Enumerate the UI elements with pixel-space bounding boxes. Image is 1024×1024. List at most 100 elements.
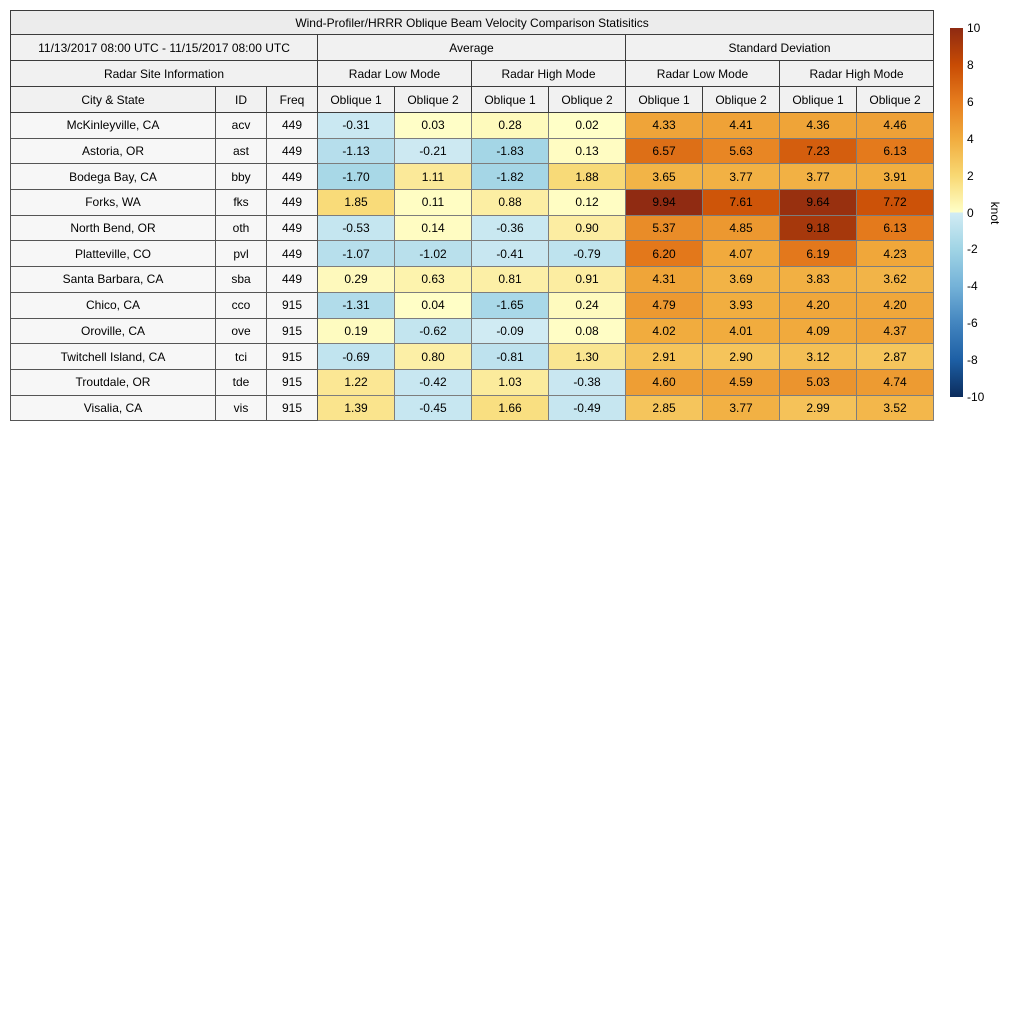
column-header-row: City & State ID Freq Oblique 1 Oblique 2…	[10, 86, 935, 113]
id-cell: ove	[215, 317, 267, 345]
value-cell: 5.37	[625, 214, 703, 242]
date-range: 11/13/2017 08:00 UTC - 11/15/2017 08:00 …	[10, 34, 318, 61]
id-cell: pvl	[215, 240, 267, 268]
value-cell: 6.19	[779, 240, 857, 268]
city-cell: Platteville, CO	[10, 240, 216, 268]
value-cell: 7.61	[702, 189, 780, 216]
value-cell: -0.31	[317, 112, 395, 139]
freq-cell: 449	[266, 240, 318, 268]
value-cell: 0.90	[548, 214, 626, 242]
value-cell: 9.18	[779, 214, 857, 242]
title-row: Wind-Profiler/HRRR Oblique Beam Velocity…	[9, 10, 935, 35]
value-cell: 6.13	[855, 137, 935, 165]
value-cell: 5.63	[702, 137, 780, 165]
std-high-oblique1-header: Oblique 1	[779, 86, 857, 113]
value-cell: -1.83	[471, 137, 549, 165]
value-cell: 1.22	[317, 368, 395, 396]
city-cell: McKinleyville, CA	[10, 112, 216, 139]
value-cell: 4.20	[855, 291, 935, 319]
value-cell: 3.83	[779, 266, 857, 293]
value-cell: 9.64	[779, 189, 857, 216]
value-cell: 2.91	[625, 343, 703, 370]
colorbar-tick-label: -6	[967, 316, 978, 331]
value-cell: -0.45	[394, 394, 472, 422]
colorbar-gradient	[950, 28, 963, 397]
colorbar-tick-label: 10	[967, 21, 981, 35]
value-cell: 3.93	[702, 291, 780, 319]
value-cell: 4.59	[702, 368, 780, 396]
value-cell: 4.20	[779, 291, 857, 319]
city-cell: Oroville, CA	[10, 317, 216, 345]
city-cell: Santa Barbara, CA	[10, 266, 216, 293]
value-cell: -0.69	[317, 343, 395, 370]
value-cell: -0.79	[548, 240, 626, 268]
value-cell: 4.31	[625, 266, 703, 293]
value-cell: 4.46	[855, 112, 935, 139]
colorbar-tick-label: 0	[967, 205, 974, 220]
id-cell: oth	[215, 214, 267, 242]
value-cell: 4.33	[625, 112, 703, 139]
value-cell: 3.52	[855, 394, 935, 422]
average-section-header: Average	[317, 34, 626, 61]
freq-cell: 915	[266, 394, 318, 422]
freq-cell: 915	[266, 317, 318, 345]
id-cell: fks	[215, 189, 267, 216]
freq-column-header: Freq	[266, 86, 318, 113]
value-cell: 1.39	[317, 394, 395, 422]
value-cell: 0.02	[548, 112, 626, 139]
value-cell: 0.13	[548, 137, 626, 165]
value-cell: 1.03	[471, 368, 549, 396]
value-cell: 0.19	[317, 317, 395, 345]
freq-cell: 449	[266, 137, 318, 165]
table-row: Santa Barbara, CA sba 449 0.29 0.63 0.81 0.91 4…	[10, 266, 935, 293]
value-cell: 9.94	[625, 189, 703, 216]
colorbar-unit-label: knot	[988, 201, 1002, 224]
table-row: Troutdale, OR tde 915 1.22 -0.42 1.03 -0.38 4.6…	[10, 368, 935, 396]
value-cell: 5.03	[779, 368, 857, 396]
value-cell: 4.01	[702, 317, 780, 345]
value-cell: 7.23	[779, 137, 857, 165]
city-cell: Visalia, CA	[10, 394, 216, 422]
id-cell: tde	[215, 368, 267, 396]
city-cell: Forks, WA	[10, 189, 216, 216]
avg-high-oblique2-header: Oblique 2	[548, 86, 626, 113]
value-cell: 0.04	[394, 291, 472, 319]
value-cell: -0.09	[471, 317, 549, 345]
table-row: Forks, WA fks 449 1.85 0.11 0.88 0.12 9.94 7.61 9…	[10, 189, 935, 216]
value-cell: 4.23	[855, 240, 935, 268]
value-cell: 1.85	[317, 189, 395, 216]
freq-cell: 449	[266, 163, 318, 191]
value-cell: -0.81	[471, 343, 549, 370]
colorbar-tick-label: -4	[967, 279, 978, 294]
table-row: Oroville, CA ove 915 0.19 -0.62 -0.09 0.08 4.02…	[10, 317, 935, 345]
value-cell: 4.37	[855, 317, 935, 345]
value-cell: 6.13	[855, 214, 935, 242]
value-cell: 0.24	[548, 291, 626, 319]
std-high-oblique2-header: Oblique 2	[855, 86, 935, 113]
value-cell: 6.57	[625, 137, 703, 165]
table-body: McKinleyville, CA acv 449 -0.31 0.03 0.28 0.02…	[10, 112, 935, 422]
city-cell: Troutdale, OR	[10, 368, 216, 396]
value-cell: 1.88	[548, 163, 626, 191]
table-row: Bodega Bay, CA bby 449 -1.70 1.11 -1.82 1.88 3.…	[10, 163, 935, 191]
value-cell: 3.77	[702, 163, 780, 191]
value-cell: 4.02	[625, 317, 703, 345]
value-cell: 3.62	[855, 266, 935, 293]
table-row: Chico, CA cco 915 -1.31 0.04 -1.65 0.24 4.79 3.9…	[10, 291, 935, 319]
value-cell: 0.28	[471, 112, 549, 139]
value-cell: -0.53	[317, 214, 395, 242]
value-cell: 0.91	[548, 266, 626, 293]
id-cell: ast	[215, 137, 267, 165]
id-column-header: ID	[215, 86, 267, 113]
colorbar-tick-label: 6	[967, 94, 974, 109]
value-cell: 0.63	[394, 266, 472, 293]
value-cell: 0.88	[471, 189, 549, 216]
value-cell: -1.02	[394, 240, 472, 268]
value-cell: -0.38	[548, 368, 626, 396]
avg-low-mode-header: Radar Low Mode	[317, 60, 472, 87]
value-cell: 4.85	[702, 214, 780, 242]
id-cell: bby	[215, 163, 267, 191]
table-row: Visalia, CA vis 915 1.39 -0.45 1.66 -0.49 2.85 3…	[10, 394, 935, 422]
freq-cell: 449	[266, 266, 318, 293]
